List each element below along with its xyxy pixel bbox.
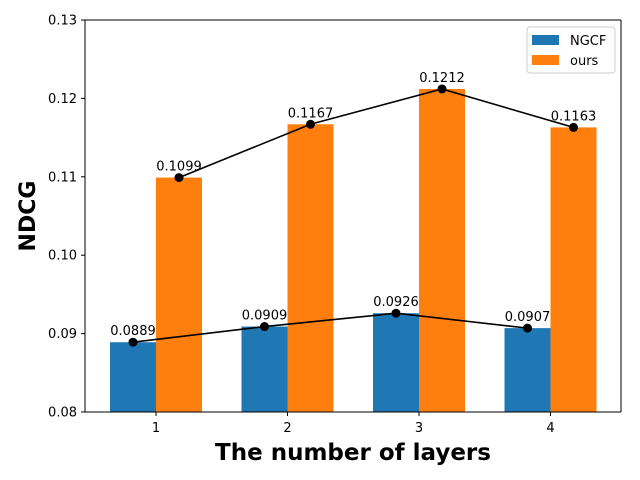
point-NGCF-1 [128, 337, 138, 347]
data-label-NGCF-1: 0.0889 [110, 324, 156, 339]
data-label-ours-3: 0.1212 [419, 71, 465, 86]
data-label-ours-2: 0.1167 [288, 106, 334, 121]
bar-NGCF-3 [373, 313, 419, 412]
data-label-ours-1: 0.1099 [156, 160, 202, 175]
legend-swatch-NGCF [532, 35, 559, 45]
x-tick-label-2: 2 [283, 421, 291, 436]
x-tick-label-4: 4 [546, 421, 554, 436]
bar-NGCF-4 [504, 328, 551, 412]
y-tick-label-0.10: 0.10 [48, 249, 77, 264]
point-NGCF-4 [523, 323, 532, 333]
y-tick-label-0.13: 0.13 [48, 14, 77, 29]
bar-ours-1 [156, 177, 202, 412]
data-label-ours-4: 0.1163 [551, 109, 597, 124]
point-NGCF-2 [260, 322, 269, 332]
point-ours-1 [174, 173, 184, 183]
x-tick-label-1: 1 [152, 421, 160, 436]
x-axis-title: The number of layers [215, 440, 491, 466]
y-tick-label-0.09: 0.09 [48, 327, 77, 342]
bar-ours-3 [419, 88, 465, 412]
line-ours [178, 88, 574, 179]
data-label-NGCF-4: 0.0907 [505, 310, 551, 325]
point-ours-2 [306, 119, 315, 129]
legend-swatch-ours [532, 55, 559, 65]
point-NGCF-3 [391, 308, 401, 318]
point-ours-3 [437, 84, 447, 94]
bar-NGCF-1 [110, 342, 156, 412]
x-tick-label-3: 3 [415, 421, 423, 436]
data-label-NGCF-3: 0.0926 [373, 295, 419, 310]
axes-layer: 0.08 0.09 0.10 0.11 0.12 0.13 1 2 3 4 [48, 14, 622, 436]
bar-NGCF-2 [241, 326, 288, 412]
bar-ours-4 [550, 127, 597, 413]
line-NGCF [132, 312, 528, 344]
legend-label-NGCF: NGCF [570, 34, 606, 49]
y-tick-label-0.12: 0.12 [48, 92, 77, 107]
data-label-NGCF-2: 0.0909 [242, 309, 288, 324]
y-tick-label-0.11: 0.11 [48, 170, 77, 185]
bars-layer [110, 88, 597, 413]
legend-label-ours: ours [570, 54, 599, 69]
y-tick-label-0.08: 0.08 [48, 406, 77, 421]
bar-ours-2 [287, 124, 334, 412]
y-axis-title: NDCG [16, 181, 41, 252]
data-labels-layer: 0.0889 0.0909 0.0926 0.0907 0.1099 0.1167 0.12… [110, 71, 596, 339]
lines-layer [128, 84, 578, 347]
legend: NGCF ours [526, 26, 616, 74]
point-ours-4 [569, 122, 578, 132]
